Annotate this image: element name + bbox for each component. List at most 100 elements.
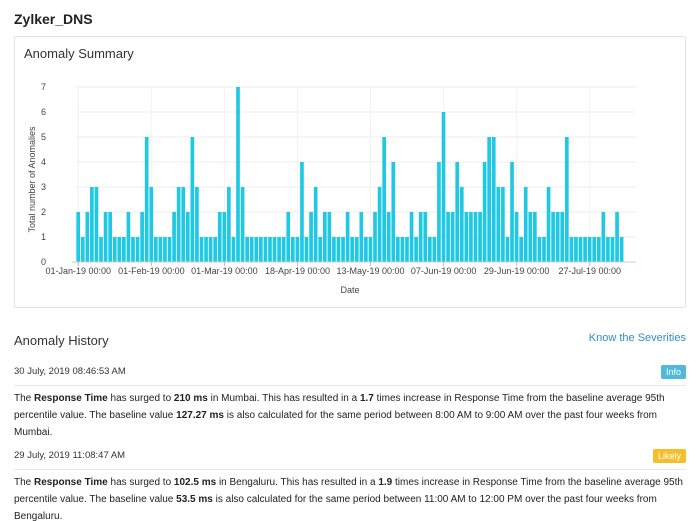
chart-bar bbox=[112, 237, 117, 262]
chart-bar bbox=[158, 237, 163, 262]
chart-bar bbox=[277, 237, 281, 262]
y-tick-label: 0 bbox=[41, 257, 46, 267]
entry-header: 30 July, 2019 08:46:53 AM Info bbox=[14, 360, 686, 386]
text: is also calculated for the same period b… bbox=[14, 410, 657, 438]
chart-bar bbox=[601, 212, 606, 262]
anomaly-history-title: Anomaly History bbox=[14, 333, 109, 348]
chart-bar bbox=[281, 237, 286, 262]
chart-bar bbox=[610, 237, 615, 262]
chart-bar bbox=[587, 237, 592, 262]
chart-bar bbox=[227, 187, 231, 262]
chart-bar bbox=[423, 212, 428, 262]
history-entry: 29 July, 2019 11:08:47 AM Likely The Res… bbox=[14, 444, 686, 521]
chart-bar bbox=[350, 237, 355, 262]
chart-bar bbox=[533, 212, 537, 262]
x-tick-label: 29-Jun-19 00:00 bbox=[484, 266, 550, 276]
chart-bar bbox=[606, 237, 610, 262]
chart-title: Anomaly Summary bbox=[24, 46, 134, 61]
chart-bar bbox=[99, 237, 103, 262]
chart-bar bbox=[514, 212, 519, 262]
chart-bar bbox=[528, 212, 533, 262]
entry-timestamp: 29 July, 2019 11:08:47 AM bbox=[14, 450, 126, 461]
chart-bar bbox=[131, 237, 135, 262]
chart-bar bbox=[103, 212, 108, 262]
chart-bar bbox=[341, 237, 345, 262]
chart-bar bbox=[309, 212, 313, 262]
chart-bar bbox=[172, 212, 176, 262]
chart-bar bbox=[491, 137, 496, 262]
baseline-value: 127.27 ms bbox=[176, 410, 224, 421]
chart-bar bbox=[551, 212, 555, 262]
text: has surged to bbox=[107, 477, 174, 488]
chart-bar bbox=[523, 187, 528, 262]
chart-bar bbox=[144, 137, 149, 262]
text: The bbox=[14, 477, 35, 488]
chart-bar bbox=[345, 212, 350, 262]
chart-bar bbox=[108, 212, 112, 262]
chart-bar bbox=[167, 237, 172, 262]
x-tick-label: 07-Jun-19 00:00 bbox=[411, 266, 477, 276]
entry-description: The Response Time has surged to 210 ms i… bbox=[14, 386, 686, 441]
chart-bar bbox=[213, 237, 218, 262]
surge-value: 210 ms bbox=[173, 393, 208, 404]
y-tick-label: 2 bbox=[41, 207, 46, 217]
chart-bar bbox=[304, 237, 309, 262]
y-axis-title: Total number of Anomalies bbox=[27, 126, 37, 233]
entry-timestamp: 30 July, 2019 08:46:53 AM bbox=[14, 366, 126, 377]
chart-bar bbox=[249, 237, 254, 262]
chart-bar bbox=[583, 237, 587, 262]
chart-bar bbox=[519, 237, 523, 262]
chart-bar bbox=[245, 237, 249, 262]
y-tick-label: 5 bbox=[41, 132, 46, 142]
chart-bar bbox=[185, 212, 190, 262]
chart-bar bbox=[368, 237, 373, 262]
chart-bar bbox=[459, 187, 464, 262]
baseline-value: 53.5 ms bbox=[176, 494, 213, 505]
chart-bar bbox=[505, 237, 510, 262]
surge-value: 102.5 ms bbox=[173, 477, 217, 488]
x-tick-label: 18-Apr-19 00:00 bbox=[265, 266, 330, 276]
chart-bar bbox=[268, 237, 272, 262]
chart-bar bbox=[263, 237, 268, 262]
chart-bar bbox=[94, 187, 99, 262]
chart-bar bbox=[222, 212, 227, 262]
x-tick-label: 01-Feb-19 00:00 bbox=[118, 266, 185, 276]
chart-bar bbox=[409, 212, 414, 262]
chart-bar bbox=[482, 162, 487, 262]
chart-bar bbox=[386, 212, 391, 262]
anomaly-summary-card: Anomaly Summary 0 1 2 3 4 5 6 7 01-Jan-19 00:00 0… bbox=[14, 36, 686, 308]
chart-bar bbox=[405, 237, 409, 262]
chart-bar bbox=[254, 237, 259, 262]
chart-bar bbox=[286, 212, 291, 262]
chart-bar bbox=[464, 212, 469, 262]
chart-bar bbox=[295, 237, 300, 262]
chart-bar bbox=[437, 162, 441, 262]
chart-bar bbox=[300, 162, 304, 262]
chart-bar bbox=[354, 237, 359, 262]
text: times increase in Response Time from the… bbox=[14, 393, 665, 421]
chart-bar bbox=[441, 112, 446, 262]
chart-bar bbox=[427, 237, 432, 262]
chart-bar bbox=[208, 237, 213, 262]
chart-bar bbox=[377, 187, 382, 262]
chart-bar bbox=[318, 237, 323, 262]
chart-bar bbox=[190, 137, 195, 262]
chart-bar bbox=[391, 162, 396, 262]
chart-bar bbox=[546, 187, 551, 262]
chart-bar bbox=[542, 237, 546, 262]
metric-name: Response Time bbox=[34, 393, 108, 404]
severity-badge: Info bbox=[660, 365, 686, 379]
chart-bar bbox=[181, 187, 186, 262]
chart-bar bbox=[135, 237, 140, 262]
chart-bar bbox=[122, 237, 126, 262]
chart-bar bbox=[478, 212, 482, 262]
chart-bar bbox=[163, 237, 167, 262]
chart-bar bbox=[446, 212, 450, 262]
chart-bar bbox=[473, 212, 478, 262]
x-tick-label: 01-Jan-19 00:00 bbox=[46, 266, 112, 276]
y-tick-label: 3 bbox=[41, 182, 46, 192]
know-severities-link[interactable]: Know the Severities bbox=[588, 332, 686, 344]
chart-bar bbox=[217, 212, 222, 262]
chart-bar bbox=[487, 137, 492, 262]
entry-header: 29 July, 2019 11:08:47 AM Likely bbox=[14, 444, 686, 470]
